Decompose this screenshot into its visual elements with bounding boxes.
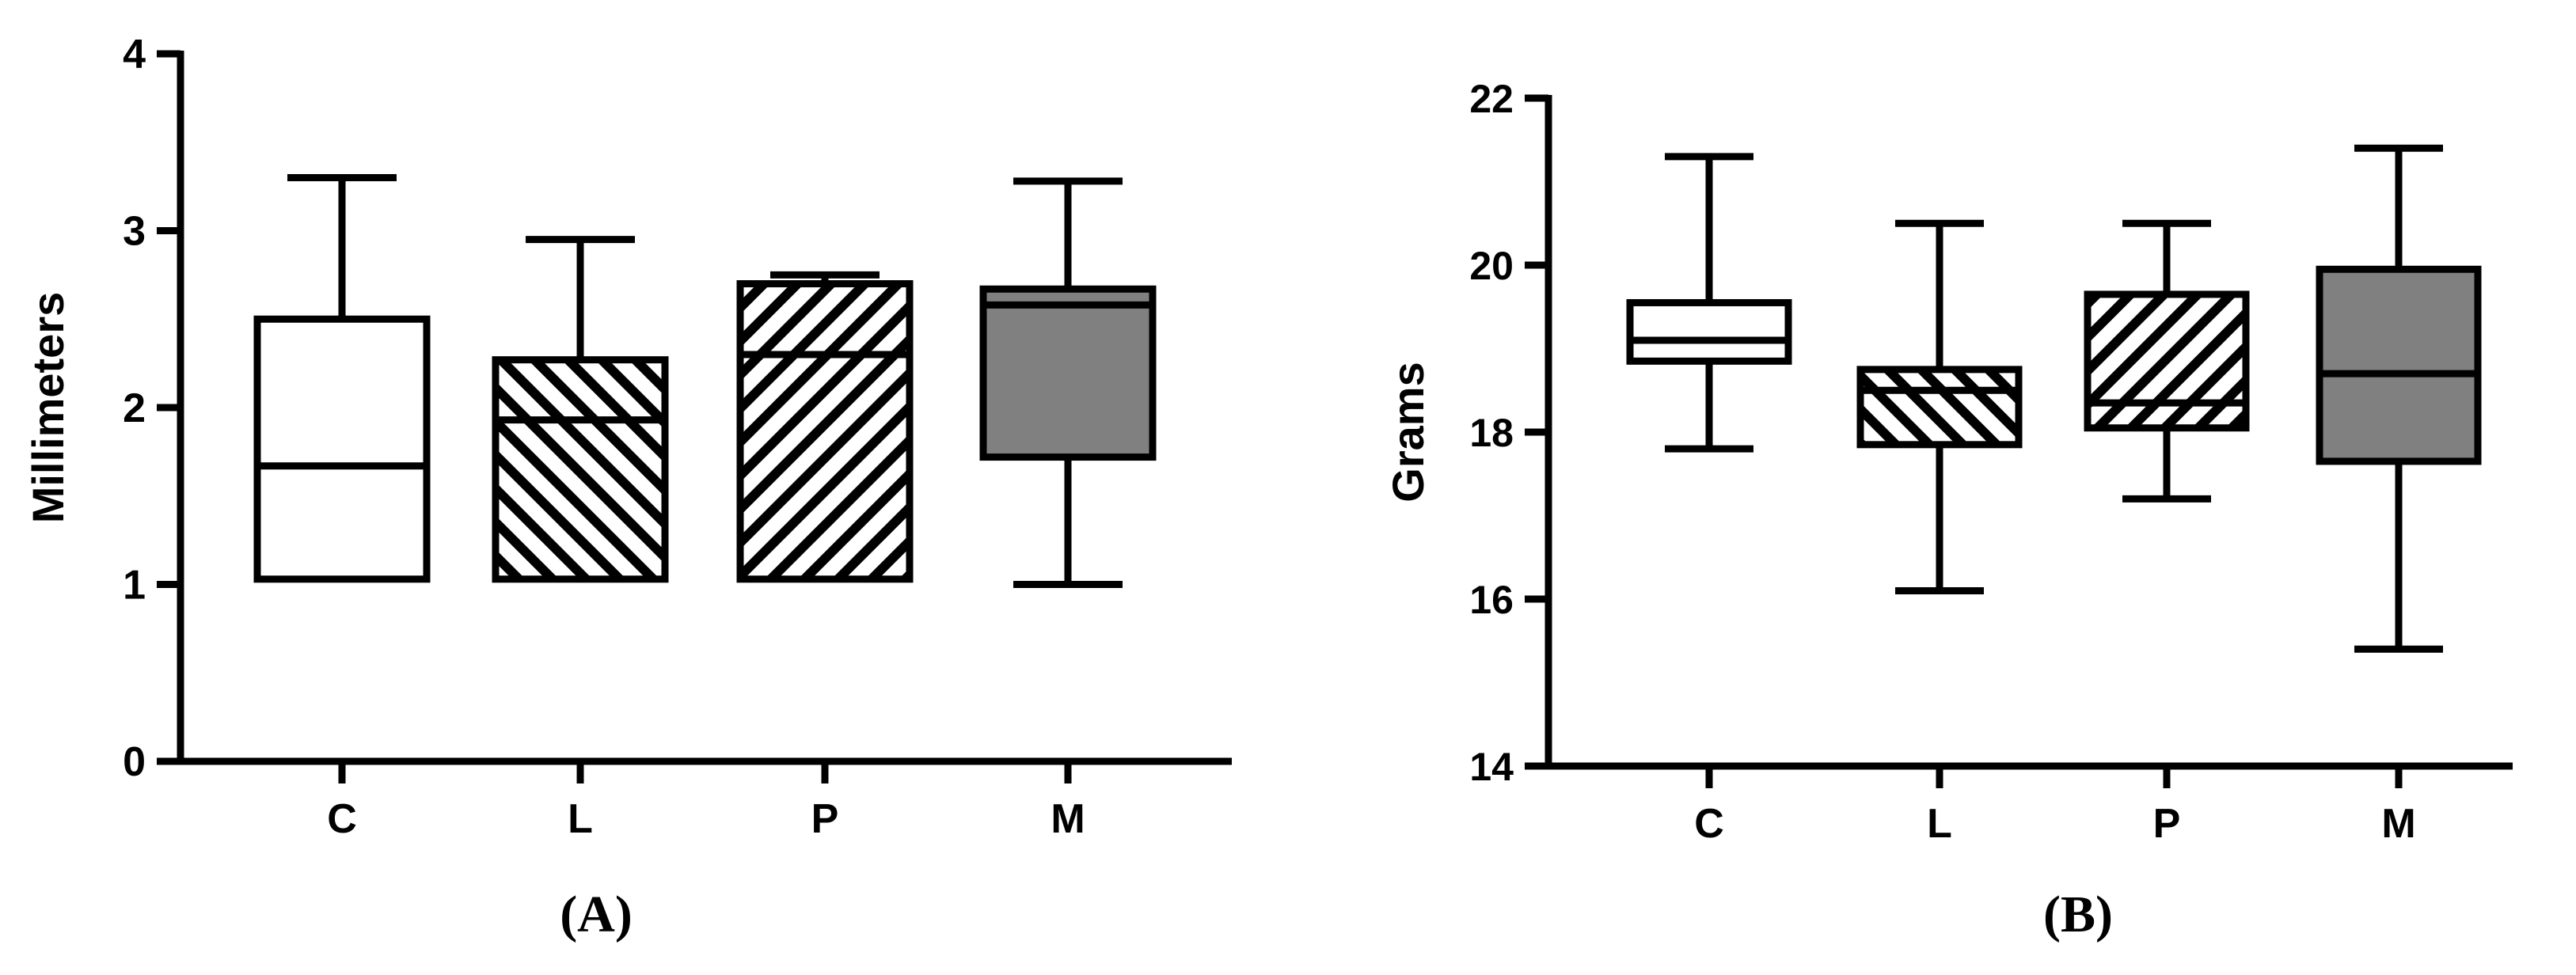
x-tick-label: M bbox=[2381, 801, 2415, 847]
y-axis-label: Millimeters bbox=[23, 292, 73, 524]
box-iqr bbox=[1626, 298, 1792, 365]
box-iqr bbox=[1856, 366, 2023, 449]
box-iqr bbox=[2316, 265, 2482, 465]
x-tick-label: C bbox=[327, 796, 357, 842]
y-axis-label: Grams bbox=[1383, 362, 1433, 502]
y-tick-label: 20 bbox=[1469, 244, 1514, 288]
box-iqr bbox=[492, 356, 669, 583]
y-tick-label: 2 bbox=[123, 385, 146, 431]
box-iqr bbox=[736, 280, 914, 583]
chart-panel-b: 14 16 18 20 22 Grams C L P M bbox=[1383, 77, 2513, 847]
y-tick-label: 1 bbox=[123, 563, 146, 609]
x-tick-label: P bbox=[2153, 801, 2181, 847]
x-tick-label: P bbox=[811, 796, 839, 842]
x-tick-label: C bbox=[1694, 801, 1724, 847]
chart-panel-a: 0 1 2 3 4 Millimeters C L P M bbox=[23, 32, 1232, 842]
y-tick-label: 3 bbox=[123, 209, 146, 255]
box-iqr bbox=[979, 285, 1157, 461]
x-tick-label: L bbox=[568, 796, 593, 842]
panel-a-caption: (A) bbox=[560, 886, 633, 943]
box-iqr bbox=[253, 315, 431, 583]
x-tick-label: L bbox=[1927, 801, 1952, 847]
panel-b-caption: (B) bbox=[2043, 886, 2113, 943]
y-tick-label: 18 bbox=[1469, 411, 1514, 455]
y-tick-label: 22 bbox=[1469, 77, 1514, 121]
x-tick-label: M bbox=[1051, 796, 1085, 842]
y-tick-label: 14 bbox=[1469, 745, 1514, 789]
box-iqr bbox=[2084, 290, 2250, 432]
y-tick-label: 4 bbox=[123, 32, 146, 78]
y-tick-label: 0 bbox=[123, 739, 146, 785]
y-tick-label: 16 bbox=[1469, 578, 1514, 622]
